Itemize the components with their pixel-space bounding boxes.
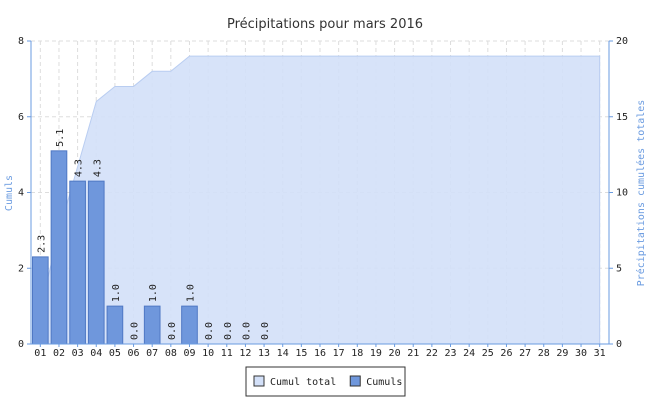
legend-swatch xyxy=(253,375,265,387)
x-tick-label: 27 xyxy=(519,348,531,359)
x-tick-label: 11 xyxy=(221,348,233,359)
x-tick-label: 05 xyxy=(109,348,121,359)
y-tick-label: 2 xyxy=(18,263,24,274)
value-label: 1.0 xyxy=(148,284,159,302)
x-tick-label: 08 xyxy=(165,348,177,359)
y-axis-label: Cumuls xyxy=(4,175,15,211)
y2-tick-label: 15 xyxy=(616,112,628,123)
x-tick-label: 17 xyxy=(333,348,345,359)
x-tick-label: 30 xyxy=(575,348,587,359)
value-label: 1.0 xyxy=(111,284,122,302)
legend-box xyxy=(245,366,406,397)
x-tick-label: 19 xyxy=(370,348,382,359)
y-tick-label: 6 xyxy=(18,112,24,123)
x-tick-label: 24 xyxy=(463,348,475,359)
area xyxy=(39,55,601,345)
value-label: 0.0 xyxy=(204,322,215,340)
value-label: 4.3 xyxy=(92,159,103,177)
bar xyxy=(181,305,198,345)
x-tick-label: 29 xyxy=(556,348,568,359)
y-tick-label: 0 xyxy=(18,339,24,350)
x-tick-label: 02 xyxy=(53,348,65,359)
value-label: 4.3 xyxy=(74,159,85,177)
bar xyxy=(143,305,161,345)
x-tick-label: 12 xyxy=(239,348,251,359)
value-label: 2.3 xyxy=(36,235,47,253)
x-tick-label: 18 xyxy=(351,348,363,359)
y2-axis-label: Précipitations cumulées totales xyxy=(635,100,647,287)
x-tick-label: 22 xyxy=(426,348,438,359)
chart-title: Précipitations pour mars 2016 xyxy=(227,17,423,32)
x-tick-label: 16 xyxy=(314,348,326,359)
y-tick-label: 4 xyxy=(18,188,24,199)
legend-swatch xyxy=(349,375,361,387)
x-tick-label: 07 xyxy=(146,348,158,359)
x-tick-label: 04 xyxy=(90,348,102,359)
value-label: 0.0 xyxy=(260,322,271,340)
x-tick-label: 06 xyxy=(128,348,140,359)
x-tick-label: 21 xyxy=(407,348,419,359)
y2-tick-label: 0 xyxy=(616,339,622,350)
x-tick-label: 15 xyxy=(295,348,307,359)
value-label: 0.0 xyxy=(223,322,234,340)
bar xyxy=(50,150,68,345)
x-tick-label: 09 xyxy=(183,348,195,359)
x-tick-label: 23 xyxy=(444,348,456,359)
y2-tick-label: 10 xyxy=(616,188,628,199)
value-label: 0.0 xyxy=(130,322,141,340)
x-tick-label: 28 xyxy=(538,348,550,359)
x-tick-label: 26 xyxy=(500,348,512,359)
bar xyxy=(106,305,124,345)
bar xyxy=(69,180,86,345)
bar xyxy=(31,256,49,345)
x-tick-label: 01 xyxy=(34,348,46,359)
y-tick-label: 8 xyxy=(18,36,24,47)
y2-tick-label: 5 xyxy=(616,263,622,274)
x-tick-label: 25 xyxy=(482,348,494,359)
y2-tick-label: 20 xyxy=(616,36,628,47)
value-label: 0.0 xyxy=(167,322,178,340)
legend-label: Cumuls xyxy=(366,377,402,388)
x-tick-label: 20 xyxy=(389,348,401,359)
x-tick-label: 14 xyxy=(277,348,289,359)
x-tick-label: 10 xyxy=(202,348,214,359)
bar xyxy=(87,180,105,345)
value-label: 1.0 xyxy=(185,284,196,302)
x-tick-label: 13 xyxy=(258,348,270,359)
value-label: 5.1 xyxy=(55,129,66,147)
value-label: 0.0 xyxy=(241,322,252,340)
legend-label: Cumul total xyxy=(270,377,336,388)
x-tick-label: 03 xyxy=(72,348,84,359)
x-tick-label: 31 xyxy=(594,348,606,359)
